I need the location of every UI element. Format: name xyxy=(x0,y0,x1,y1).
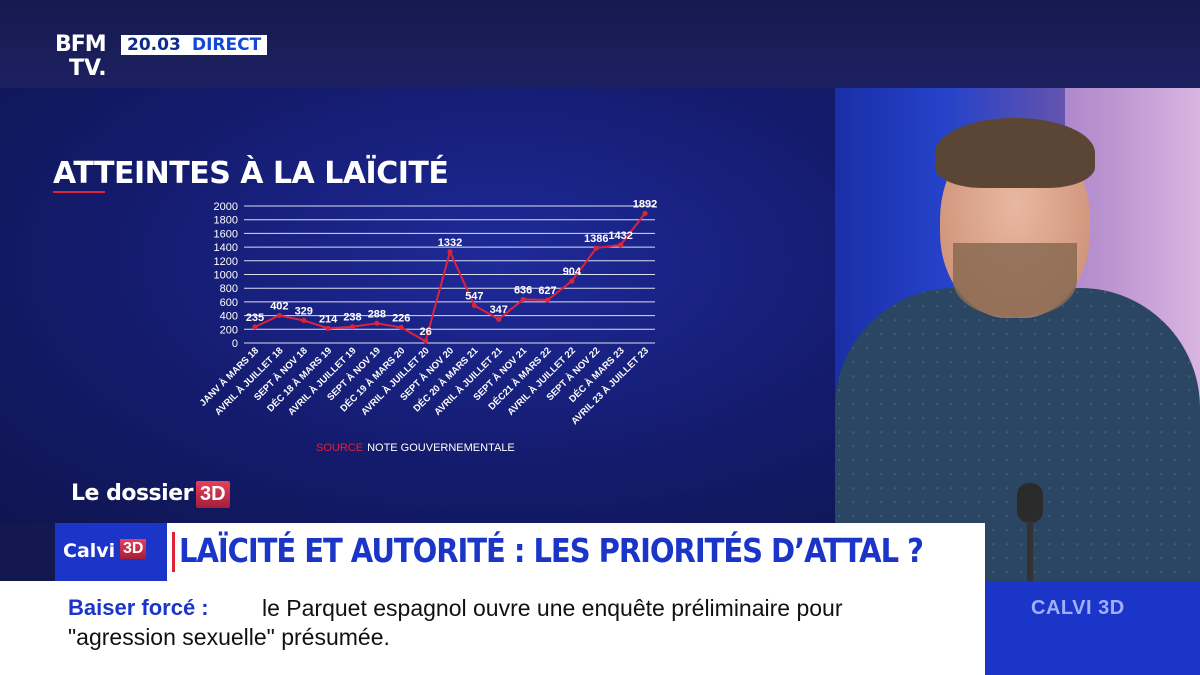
data-label: 1386 xyxy=(584,233,608,245)
y-tick-label: 1600 xyxy=(214,228,238,240)
y-tick-label: 600 xyxy=(220,297,238,309)
guest-hair xyxy=(935,118,1095,188)
dossier-badge: 3D xyxy=(195,481,230,508)
headline-bar: Calvi 3D LAÏCITÉ ET AUTORITÉ : LES PRIOR… xyxy=(55,523,985,581)
y-tick-label: 0 xyxy=(232,338,238,350)
data-label: 235 xyxy=(246,312,264,324)
chart-svg: 0200400600800100012001400160018002000235… xyxy=(198,198,658,427)
data-label: 1432 xyxy=(608,230,632,242)
data-point xyxy=(642,210,648,216)
ticker-line-1: le Parquet espagnol ouvre une enquête pr… xyxy=(262,595,843,621)
data-point xyxy=(593,245,599,251)
data-label: 288 xyxy=(368,308,386,320)
dossier-tag: Le dossier 3D xyxy=(71,481,230,513)
source-label: SOURCE xyxy=(316,442,364,454)
data-label: 1892 xyxy=(633,198,657,210)
chart-source: SOURCE NOTE GOUVERNEMENTALE xyxy=(316,442,515,454)
data-point xyxy=(374,320,380,326)
data-label: 402 xyxy=(270,300,288,312)
data-label: 329 xyxy=(295,305,313,317)
y-tick-label: 1800 xyxy=(214,215,238,227)
y-tick-label: 1200 xyxy=(214,256,238,268)
mic-head xyxy=(1017,483,1043,523)
show-brand-text: CALVI 3D xyxy=(1031,597,1125,619)
data-label: 26 xyxy=(420,326,432,338)
data-point xyxy=(325,325,331,331)
show-tag-badge: 3D xyxy=(120,539,147,559)
clock-time: 20.03 xyxy=(121,35,187,55)
headline-separator xyxy=(172,532,175,572)
data-label: 238 xyxy=(343,312,361,324)
guest-camera xyxy=(835,88,1200,588)
live-badge: DIRECT xyxy=(186,35,268,55)
show-tag-label: Calvi xyxy=(63,540,116,562)
title-underline xyxy=(53,191,105,193)
data-point xyxy=(301,317,307,324)
data-point xyxy=(520,296,526,303)
y-tick-label: 1400 xyxy=(214,242,238,254)
data-point xyxy=(349,324,356,330)
show-tag: Calvi 3D xyxy=(55,523,167,581)
data-point xyxy=(618,242,624,248)
data-point xyxy=(447,249,453,255)
data-point xyxy=(544,297,551,303)
y-tick-label: 2000 xyxy=(214,201,238,213)
data-label: 636 xyxy=(514,284,532,296)
y-tick-label: 1000 xyxy=(214,270,238,282)
data-label: 547 xyxy=(465,291,483,303)
y-tick-label: 400 xyxy=(220,311,238,323)
mic-stem xyxy=(1027,521,1033,588)
data-label: 904 xyxy=(563,266,582,278)
data-point xyxy=(423,338,429,344)
guest-beard xyxy=(953,243,1077,318)
data-label: 226 xyxy=(392,313,410,325)
data-point xyxy=(569,278,575,284)
data-label: 214 xyxy=(319,313,338,325)
data-label: 627 xyxy=(538,285,556,297)
logo-top: BFM xyxy=(55,32,107,57)
channel-logo: BFM TV. xyxy=(55,33,107,81)
data-point xyxy=(398,324,404,331)
data-point xyxy=(252,324,258,330)
y-tick-label: 200 xyxy=(220,324,238,336)
data-label: 1332 xyxy=(438,237,462,249)
ticker-keyword: Baiser forcé : xyxy=(68,595,209,620)
logo-bottom: TV. xyxy=(69,56,107,81)
data-point xyxy=(496,316,502,322)
ticker-line-2: "agression sexuelle" présumée. xyxy=(68,624,390,650)
data-point xyxy=(276,312,282,319)
show-brand-box: CALVI 3D xyxy=(985,581,1200,675)
headline-text: LAÏCITÉ ET AUTORITÉ : LES PRIORITÉS D’AT… xyxy=(179,531,924,570)
microphone-icon xyxy=(1017,483,1043,588)
source-text: NOTE GOUVERNEMENTALE xyxy=(367,442,515,454)
data-label: 347 xyxy=(490,304,508,316)
chart-panel: 0 200 400 600 800 1000 1200 1400 1600 1800 2000 235… xyxy=(0,88,835,523)
news-ticker: Baiser forcé : le Parquet espagnol ouvre… xyxy=(0,581,985,675)
data-point xyxy=(471,302,477,309)
dossier-label: Le dossier xyxy=(71,481,193,506)
y-tick-label: 800 xyxy=(220,283,238,295)
chart-title: ATTEINTES À LA LAÏCITÉ xyxy=(53,156,449,191)
